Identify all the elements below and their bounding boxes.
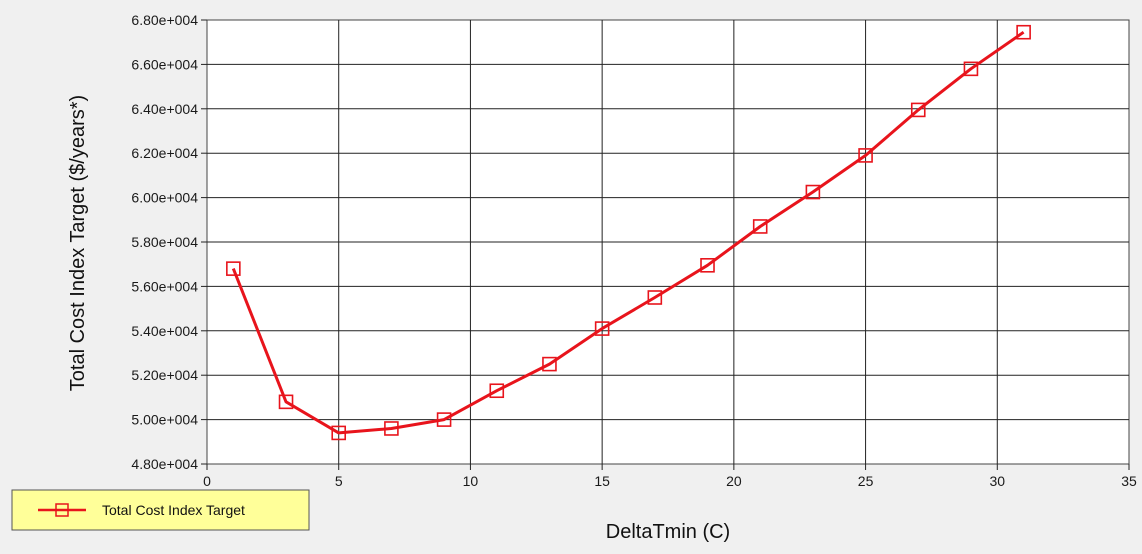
data-point[interactable] [278, 394, 294, 410]
y-tick-label: 5.40e+004 [131, 323, 198, 339]
x-tick-label: 20 [726, 473, 742, 489]
data-point[interactable] [384, 421, 399, 436]
x-tick-label: 25 [858, 473, 874, 489]
y-tick-label: 5.00e+004 [131, 412, 198, 428]
data-point[interactable] [594, 321, 610, 336]
x-tick-label: 30 [989, 473, 1005, 489]
data-point[interactable] [436, 412, 452, 427]
x-tick-label: 0 [203, 473, 211, 489]
y-tick-label: 4.80e+004 [131, 456, 198, 472]
y-tick-label: 6.40e+004 [131, 101, 198, 117]
data-point[interactable] [752, 219, 768, 234]
series-layer [226, 24, 1031, 441]
x-tick-label: 10 [463, 473, 479, 489]
data-point[interactable] [542, 356, 557, 372]
y-tick-label: 6.20e+004 [131, 145, 198, 161]
x-tick-label: 35 [1121, 473, 1137, 489]
legend-label: Total Cost Index Target [102, 502, 245, 518]
data-point[interactable] [963, 61, 979, 77]
data-point[interactable] [910, 102, 926, 118]
legend[interactable]: Total Cost Index Target [11, 489, 310, 531]
data-point[interactable] [700, 258, 715, 273]
y-tick-label: 6.60e+004 [131, 56, 198, 72]
y-tick-label: 5.60e+004 [131, 278, 198, 294]
y-tick-label: 5.80e+004 [131, 234, 198, 250]
y-tick-label: 6.00e+004 [131, 190, 198, 206]
y-axis-title: Total Cost Index Target ($/years*) [67, 95, 89, 391]
data-point[interactable] [331, 425, 347, 441]
data-point[interactable] [858, 148, 873, 163]
x-tick-label: 15 [594, 473, 610, 489]
series-line [231, 30, 1025, 435]
y-tick-label: 6.80e+004 [131, 12, 198, 28]
data-point[interactable] [1016, 24, 1031, 40]
legend-swatch-marker [55, 503, 69, 517]
data-point[interactable] [647, 290, 663, 305]
axis-ticks: 0 5 10 15 20 25 30 35 4.80e+004 5.00e+004 5.20e+00… [131, 12, 1137, 489]
data-point[interactable] [805, 184, 821, 200]
x-axis-title: DeltaTmin (C) [606, 521, 730, 543]
y-tick-label: 5.20e+004 [131, 367, 198, 383]
data-point[interactable] [489, 383, 505, 399]
grid [207, 20, 1129, 464]
x-tick-label: 5 [335, 473, 343, 489]
data-point[interactable] [226, 261, 241, 276]
